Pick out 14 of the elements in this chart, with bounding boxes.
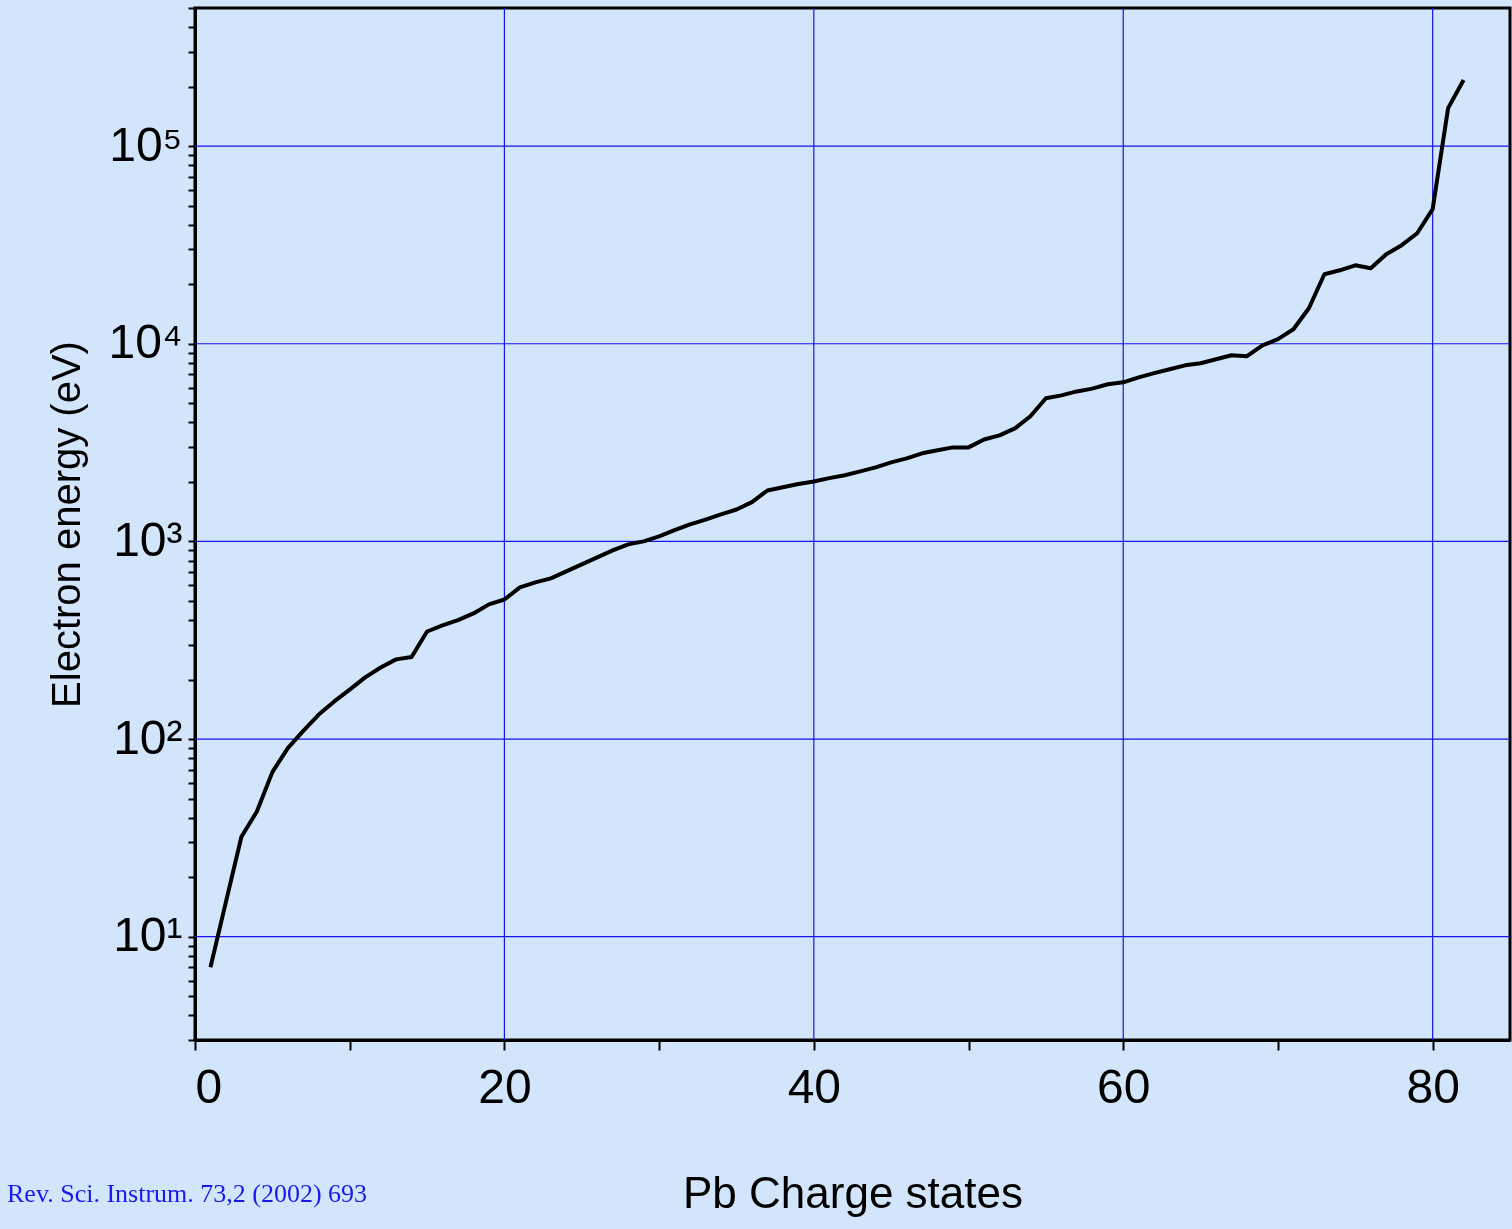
line-series bbox=[208, 78, 1466, 970]
y-tick-label: 10² bbox=[113, 710, 183, 764]
x-tick-label: 40 bbox=[787, 1059, 842, 1113]
x-tick-label: 60 bbox=[1097, 1059, 1151, 1113]
x-tick-label: 20 bbox=[478, 1059, 532, 1113]
x-tick-label: 80 bbox=[1406, 1059, 1460, 1113]
y-tick-label: 10⁵ bbox=[109, 117, 183, 171]
x-axis-title: Pb Charge states bbox=[683, 1167, 1023, 1217]
y-tick-label: 10⁴ bbox=[108, 315, 183, 369]
y-tick-label: 10³ bbox=[113, 512, 183, 566]
text: Rev. Sci. Instrum. 73,2 (2002) 693 bbox=[7, 1179, 368, 1208]
y-axis-title: Electron energy (eV) bbox=[44, 341, 89, 708]
x-tick-label: 0 bbox=[195, 1059, 223, 1113]
y-tick-label: 10¹ bbox=[113, 908, 183, 962]
